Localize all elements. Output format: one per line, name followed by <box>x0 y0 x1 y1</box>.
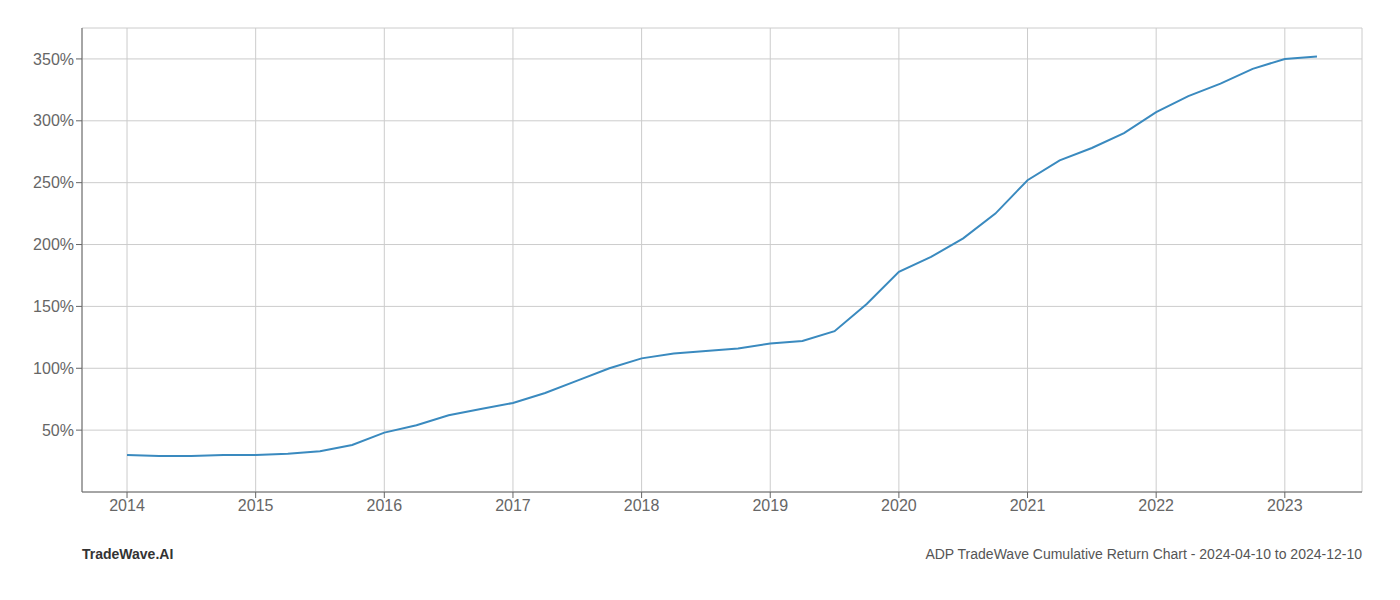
svg-text:50%: 50% <box>42 422 74 439</box>
svg-text:2021: 2021 <box>1010 497 1046 514</box>
svg-text:2018: 2018 <box>624 497 660 514</box>
svg-text:200%: 200% <box>33 236 74 253</box>
svg-text:2017: 2017 <box>495 497 531 514</box>
svg-text:250%: 250% <box>33 174 74 191</box>
svg-text:2020: 2020 <box>881 497 917 514</box>
svg-text:2015: 2015 <box>238 497 274 514</box>
svg-text:2019: 2019 <box>752 497 788 514</box>
svg-text:150%: 150% <box>33 298 74 315</box>
svg-text:2014: 2014 <box>109 497 145 514</box>
html-text:TradeWave.AI: TradeWave.AI <box>82 546 174 562</box>
svg-text:2023: 2023 <box>1267 497 1303 514</box>
svg-text:100%: 100% <box>33 360 74 377</box>
html-text:ADP TradeWave Cumulative Retur: ADP TradeWave Cumulative Return Chart - … <box>925 546 1362 562</box>
svg-text:350%: 350% <box>33 51 74 68</box>
svg-text:300%: 300% <box>33 112 74 129</box>
svg-text:2016: 2016 <box>367 497 403 514</box>
svg-text:2022: 2022 <box>1138 497 1174 514</box>
